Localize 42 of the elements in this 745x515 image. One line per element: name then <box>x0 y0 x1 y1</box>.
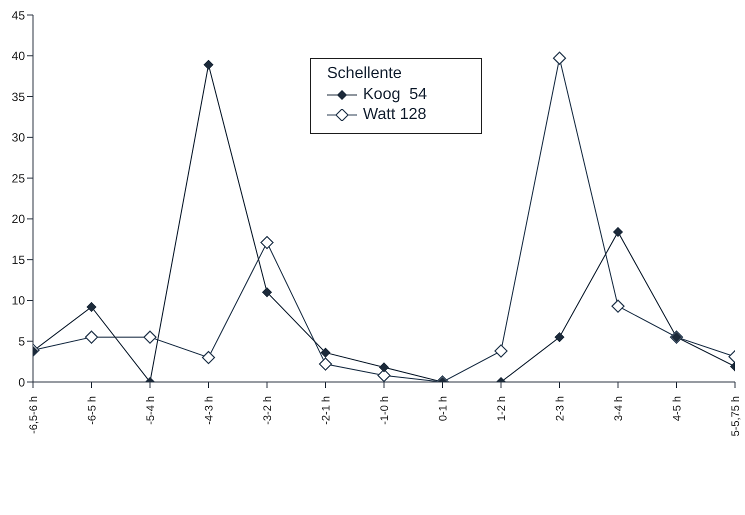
point <box>320 348 330 358</box>
point <box>552 52 566 65</box>
y-tick-label: 40 <box>12 49 26 64</box>
x-tick-label: -4-3 h <box>204 396 216 425</box>
point <box>613 227 623 237</box>
point <box>377 368 391 382</box>
y-tick-label: 10 <box>12 294 26 308</box>
y-tick-label: 30 <box>12 130 26 145</box>
point <box>611 300 625 313</box>
point <box>84 330 98 344</box>
y-tick-label: 5 <box>18 334 26 348</box>
y-tick-label: 45 <box>12 8 26 22</box>
point <box>379 362 389 372</box>
x-tick-label: 0-1 h <box>438 396 450 422</box>
point <box>143 330 157 344</box>
x-tick-label: -2-1 h <box>320 396 332 425</box>
point <box>204 60 214 70</box>
point <box>494 344 508 358</box>
legend-label: Koog 54 <box>363 85 428 105</box>
x-tick-label: 2-3 h <box>554 396 566 422</box>
x-tick-label: 3-4 h <box>613 396 625 422</box>
y-tick-label: 35 <box>12 90 26 104</box>
x-tick-label: -3-2 h <box>262 396 274 425</box>
y-tick-label: 25 <box>12 171 26 186</box>
point <box>86 302 96 312</box>
x-tick-label: 4-5 h <box>672 396 684 422</box>
x-tick-label: 5-5,75 h <box>730 396 742 436</box>
y-tick-label: 15 <box>12 252 26 267</box>
x-tick-label: -6-5 h <box>86 396 98 425</box>
legend-title: Schellente <box>327 65 403 83</box>
x-tick-label: -6,5-6 h <box>28 396 40 434</box>
point <box>554 332 564 342</box>
y-tick-label: 20 <box>12 212 26 226</box>
point <box>318 357 332 371</box>
y-tick-label: 0 <box>18 375 26 390</box>
point <box>202 350 216 364</box>
x-tick-label: -1-0 h <box>379 396 391 425</box>
x-tick-label: -5-4 h <box>145 396 157 425</box>
point <box>260 236 274 250</box>
point <box>262 287 272 298</box>
legend-label: Watt 128 <box>363 105 426 125</box>
x-tick-label: 1-2 h <box>496 396 508 422</box>
